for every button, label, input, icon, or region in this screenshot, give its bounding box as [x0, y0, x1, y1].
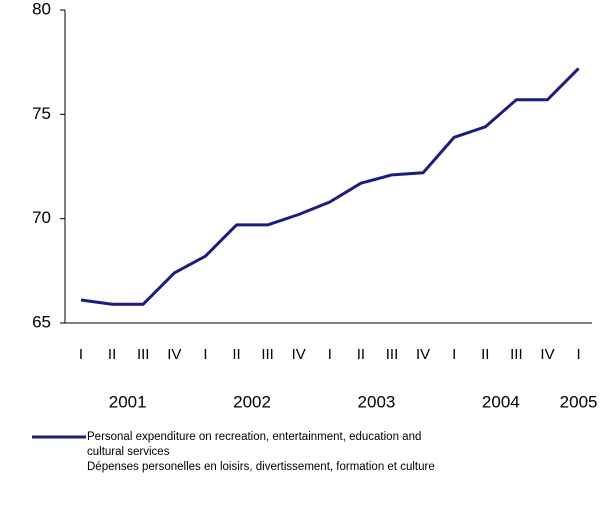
x-tick-label: IV	[292, 346, 306, 363]
x-tick-label: I	[328, 346, 332, 363]
x-tick-label: III	[386, 346, 399, 363]
x-tick-label: I	[452, 346, 456, 363]
x-group-label: 2005	[560, 392, 598, 411]
x-tick-label: III	[261, 346, 274, 363]
x-tick-label: I	[577, 346, 581, 363]
x-tick-label: II	[357, 346, 365, 363]
y-tick-label: 75	[32, 104, 51, 123]
x-tick-label: II	[108, 346, 116, 363]
legend-label: Personal expenditure on recreation, ente…	[87, 431, 435, 473]
x-tick-label: I	[203, 346, 207, 363]
x-tick-label: II	[232, 346, 240, 363]
x-group-label: 2002	[233, 392, 271, 411]
x-tick-label: IV	[540, 346, 554, 363]
x-tick-label: III	[510, 346, 523, 363]
x-tick-label: IV	[167, 346, 181, 363]
x-tick-label: III	[137, 346, 150, 363]
x-group-label: 2003	[358, 392, 396, 411]
x-tick-label: I	[79, 346, 83, 363]
x-group-label: 2001	[109, 392, 147, 411]
x-tick-label: II	[481, 346, 489, 363]
y-tick-label: 80	[32, 0, 51, 18]
y-tick-label: 65	[32, 312, 51, 331]
y-tick-label: 70	[32, 208, 51, 227]
data-line	[80, 67, 580, 306]
x-tick-label: IV	[416, 346, 430, 363]
x-group-label: 2004	[482, 392, 520, 411]
